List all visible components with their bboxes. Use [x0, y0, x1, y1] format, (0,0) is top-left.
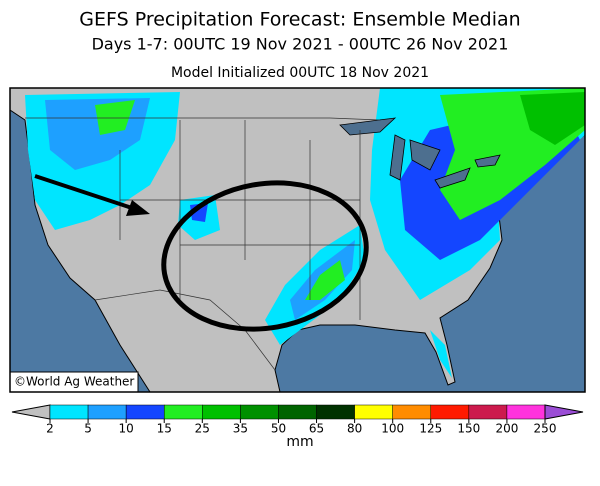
- precip-area: [305, 260, 345, 300]
- lake: [434, 167, 471, 189]
- arrow-head: [126, 200, 150, 216]
- colorbar-tick-label: 80: [347, 422, 362, 436]
- colorbar-tick-label: 5: [84, 422, 92, 436]
- initialized: Model Initialized 00UTC 18 Nov 2021: [171, 65, 429, 81]
- colorbar-tick-label: 2: [46, 422, 54, 436]
- colorbar-bin: [506, 404, 546, 420]
- credit: ©World Ag Weather: [14, 375, 134, 389]
- subtitle: Days 1-7: 00UTC 19 Nov 2021 - 00UTC 26 N…: [92, 35, 509, 54]
- colorbar-bin: [316, 404, 355, 420]
- lake: [339, 117, 397, 136]
- circle: [161, 180, 369, 332]
- colorbar-unit: mm: [286, 434, 313, 450]
- precip-area: [520, 92, 585, 145]
- colorbar-bin: [49, 404, 89, 420]
- map: ©World Ag Weather: [9, 87, 586, 393]
- colorbar-tick-label: 100: [381, 422, 404, 436]
- colorbar-tick-label: 25: [195, 422, 210, 436]
- colorbar-tick-label: 125: [419, 422, 442, 436]
- colorbar-bin: [202, 404, 241, 420]
- colorbar-tick-label: 200: [495, 422, 518, 436]
- colorbar-bin: [240, 404, 279, 420]
- colorbar-tick-label: 50: [271, 422, 286, 436]
- lake: [474, 154, 501, 168]
- lake: [409, 139, 441, 171]
- colorbar: 2 5 10 15 25 35 50 65 80 100 125 150 200 250: [11, 404, 584, 436]
- precipitation: [25, 88, 585, 378]
- colorbar-bin: [392, 404, 432, 420]
- frame: [9, 87, 586, 393]
- colorbar-bin: [354, 404, 393, 420]
- annotation: [34, 174, 369, 332]
- colorbar-tick-label: 65: [309, 422, 324, 436]
- great-lakes: [339, 117, 501, 189]
- colorbar-bin: [163, 404, 203, 420]
- border: [25, 117, 381, 121]
- precip-area: [430, 330, 452, 378]
- colorbar-tick-label: 10: [119, 422, 134, 436]
- colorbar-bin: [430, 404, 470, 420]
- colorbar-low: [11, 404, 51, 420]
- colorbar-tick-label: 150: [457, 422, 480, 436]
- colorbar-tick-label: 35: [233, 422, 248, 436]
- colorbar-high: [544, 404, 584, 420]
- colorbar-bin: [87, 404, 127, 420]
- arrow: [34, 174, 133, 210]
- colorbar-bin: [278, 404, 317, 420]
- title: GEFS Precipitation Forecast: Ensemble Me…: [79, 9, 520, 31]
- lake: [389, 134, 406, 181]
- border: [94, 289, 276, 371]
- colorbar-bin: [468, 404, 508, 420]
- colorbar-tick-label: 250: [534, 422, 557, 436]
- colorbar-bin: [125, 404, 165, 420]
- colorbar-tick-label: 15: [157, 422, 172, 436]
- precip-area: [95, 100, 135, 135]
